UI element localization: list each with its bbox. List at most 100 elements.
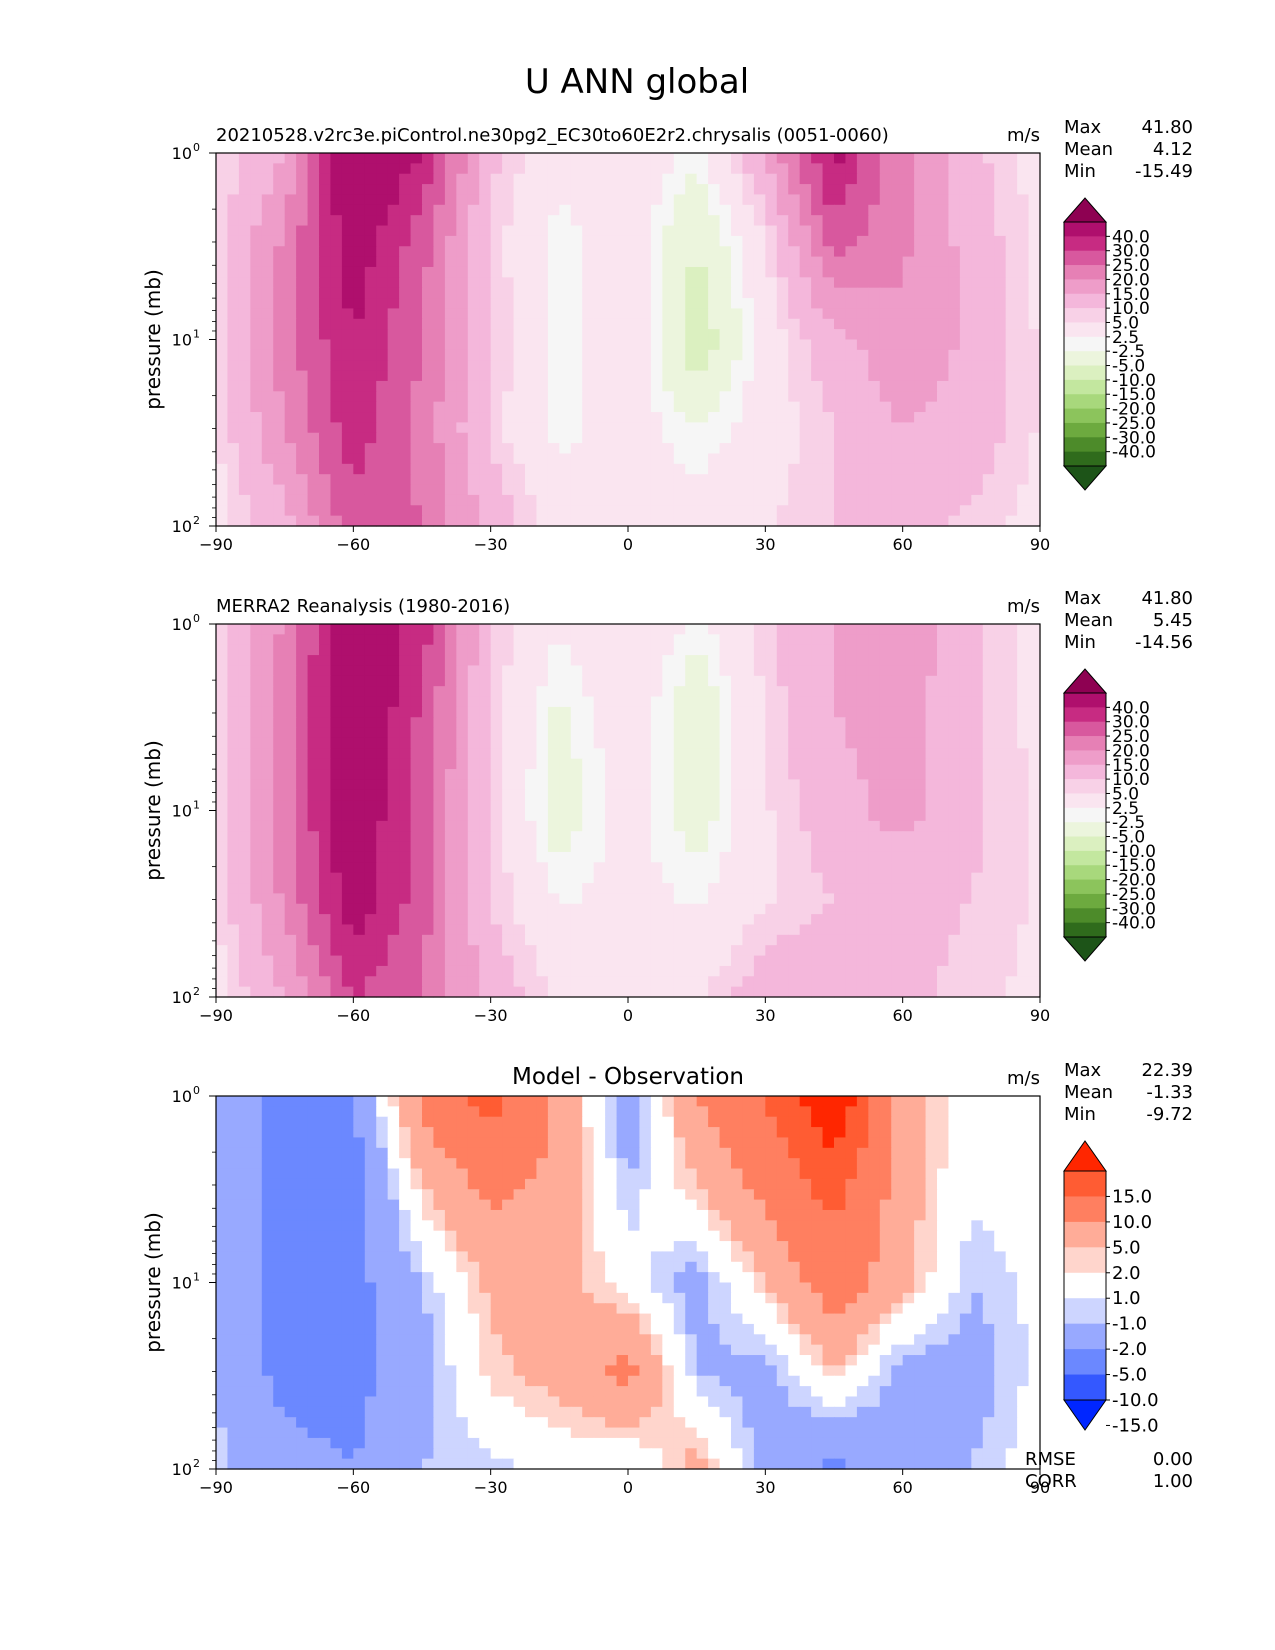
contour-cell [444, 505, 457, 517]
contour-cell [273, 727, 286, 739]
contour-cell [227, 401, 240, 413]
contour-cell [982, 903, 995, 915]
contour-cell [856, 308, 869, 320]
contour-cell [296, 686, 309, 698]
contour-cell [433, 463, 446, 475]
contour-cell [399, 329, 412, 341]
contour-cell [650, 225, 663, 237]
contour-cell [387, 235, 400, 247]
contour-cell [788, 194, 801, 206]
colorbar-segment [1064, 451, 1106, 467]
contour-cell [559, 360, 572, 372]
contour-cell [490, 934, 503, 946]
contour-cell [845, 298, 858, 310]
contour-cell [227, 820, 240, 832]
contour-cell [891, 717, 904, 729]
contour-cell [456, 769, 469, 781]
contour-cell [994, 422, 1007, 434]
contour-cell [994, 717, 1007, 729]
contour-cell [628, 494, 641, 506]
contour-cell [238, 903, 251, 915]
contour-cell [284, 644, 297, 656]
contour-cell [250, 665, 263, 677]
contour-cell [765, 810, 778, 822]
contour-cell [410, 194, 423, 206]
contour-cell [227, 153, 240, 164]
contour-cell [525, 349, 538, 361]
contour-cell [547, 862, 560, 874]
contour-cell [673, 686, 686, 698]
contour-cell [982, 779, 995, 791]
contour-cell [433, 686, 446, 698]
contour-cell [273, 360, 286, 372]
contour-cell [925, 422, 938, 434]
contour-cell [685, 800, 698, 812]
contour-cell [353, 266, 366, 278]
contour-cell [708, 256, 721, 268]
contour-cell [444, 349, 457, 361]
contour-cell [628, 800, 641, 812]
contour-cell [925, 851, 938, 863]
contour-cell [639, 432, 652, 444]
contour-cell [273, 266, 286, 278]
contour-cell [799, 391, 812, 403]
contour-cell [662, 841, 675, 853]
contour-cell [364, 163, 377, 175]
contour-cell [879, 800, 892, 812]
contour-cell [341, 401, 354, 413]
contour-cell [868, 153, 881, 164]
contour-cell [937, 737, 950, 749]
contour-cell [353, 391, 366, 403]
contour-cell [490, 318, 503, 330]
contour-cell [708, 494, 721, 506]
contour-cell [284, 453, 297, 465]
contour-cell [307, 634, 320, 646]
contour-cell [479, 329, 492, 341]
contour-cell [433, 665, 446, 677]
contour-cell [1005, 287, 1018, 299]
contour-cell [513, 204, 526, 216]
contour-cell [994, 505, 1007, 517]
contour-cell [467, 474, 480, 486]
contour-cell [513, 453, 526, 465]
contour-cell [742, 401, 755, 413]
contour-cell [536, 163, 549, 175]
contour-cell [719, 287, 732, 299]
contour-cell [559, 453, 572, 465]
contour-cell [662, 924, 675, 936]
contour-cell [376, 266, 389, 278]
contour-cell [273, 277, 286, 289]
contour-cell [662, 153, 675, 164]
contour-cell [902, 872, 915, 884]
contour-cell [582, 872, 595, 884]
contour-cell [410, 463, 423, 475]
contour-cell [914, 277, 927, 289]
contour-cell [250, 370, 263, 382]
contour-cell [559, 308, 572, 320]
contour-cell [307, 194, 320, 206]
contour-cell [433, 329, 446, 341]
contour-cell [330, 204, 343, 216]
contour-cell [456, 308, 469, 320]
contour-cell [879, 505, 892, 517]
contour-cell [834, 862, 847, 874]
contour-cell [891, 184, 904, 196]
contour-cell [742, 800, 755, 812]
contour-cell [879, 225, 892, 237]
contour-cell [250, 246, 263, 258]
contour-cell [227, 246, 240, 258]
contour-cell [490, 484, 503, 496]
contour-cell [811, 872, 824, 884]
contour-cell [811, 173, 824, 185]
contour-cell [765, 624, 778, 635]
contour-cell [456, 153, 469, 164]
contour-cell [753, 924, 766, 936]
contour-cell [284, 463, 297, 475]
contour-cell [639, 851, 652, 863]
contour-cell [490, 655, 503, 667]
contour-cell [296, 893, 309, 905]
contour-cell [891, 872, 904, 884]
contour-cell [433, 903, 446, 915]
contour-cell [799, 329, 812, 341]
contour-cell [479, 225, 492, 237]
